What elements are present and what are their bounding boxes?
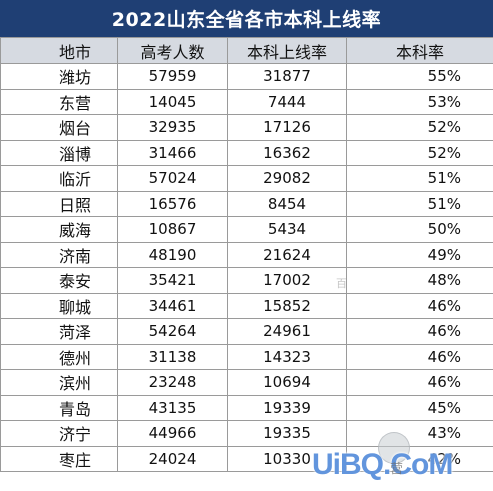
header-rate: 本科率 xyxy=(346,37,493,64)
watermark-faint-text: 百 xyxy=(336,277,347,290)
table-row: 泰安 35421 17002 48% xyxy=(0,267,493,294)
city-cell: 烟台 xyxy=(0,114,118,141)
city-cell: 威海 xyxy=(0,216,118,243)
table-row: 烟台 32935 17126 52% xyxy=(0,114,493,141)
table-row: 淄博 31466 16362 52% xyxy=(0,139,493,166)
examinees-cell: 14045 xyxy=(117,88,228,115)
rate-cell: 46% xyxy=(346,292,493,319)
city-cell: 济宁 xyxy=(0,420,118,447)
rate-cell: 42% xyxy=(346,445,493,472)
rate-cell: 51% xyxy=(346,190,493,217)
table-row: 菏泽 54264 24961 46% xyxy=(0,318,493,345)
city-cell: 东营 xyxy=(0,88,118,115)
watermark-tail-text: 营 xyxy=(390,462,404,477)
rate-cell: 52% xyxy=(346,114,493,141)
admitted-cell: 19335 xyxy=(227,420,347,447)
admitted-cell: 19339 xyxy=(227,394,347,421)
admitted-cell: 16362 xyxy=(227,139,347,166)
admitted-cell: 17126 xyxy=(227,114,347,141)
rate-cell: 46% xyxy=(346,318,493,345)
header-admitted: 本科上线率 xyxy=(227,37,347,64)
admitted-cell: 15852 xyxy=(227,292,347,319)
admitted-cell: 29082 xyxy=(227,165,347,192)
examinees-cell: 16576 xyxy=(117,190,228,217)
table-row: 枣庄 24024 10330 42% xyxy=(0,445,493,472)
watermark-logo: UiBQ.CoM xyxy=(312,448,453,481)
rate-cell: 52% xyxy=(346,139,493,166)
table-row: 济南 48190 21624 49% xyxy=(0,241,493,268)
examinees-cell: 54264 xyxy=(117,318,228,345)
examinees-cell: 23248 xyxy=(117,369,228,396)
header-city: 地市 xyxy=(0,37,118,64)
examinees-cell: 10867 xyxy=(117,216,228,243)
table-body: 潍坊 57959 31877 55% 东营 14045 7444 53% 烟台 32935 1712… xyxy=(0,63,493,472)
city-cell: 临沂 xyxy=(0,165,118,192)
city-cell: 菏泽 xyxy=(0,318,118,345)
city-cell: 泰安 xyxy=(0,267,118,294)
admitted-cell: 17002 xyxy=(227,267,347,294)
table-row: 德州 31138 14323 46% xyxy=(0,343,493,370)
table-row: 日照 16576 8454 51% xyxy=(0,190,493,217)
examinees-cell: 32935 xyxy=(117,114,228,141)
table-row: 青岛 43135 19339 45% xyxy=(0,394,493,421)
admitted-cell: 8454 xyxy=(227,190,347,217)
rate-cell: 45% xyxy=(346,394,493,421)
rate-cell: 48% xyxy=(346,267,493,294)
table-row: 潍坊 57959 31877 55% xyxy=(0,63,493,90)
rate-cell: 55% xyxy=(346,63,493,90)
table-row: 东营 14045 7444 53% xyxy=(0,88,493,115)
admitted-cell: 5434 xyxy=(227,216,347,243)
city-cell: 德州 xyxy=(0,343,118,370)
admitted-cell: 21624 xyxy=(227,241,347,268)
city-cell: 滨州 xyxy=(0,369,118,396)
rate-cell: 51% xyxy=(346,165,493,192)
city-cell: 潍坊 xyxy=(0,63,118,90)
admitted-cell: 24961 xyxy=(227,318,347,345)
admitted-cell: 10694 xyxy=(227,369,347,396)
admitted-cell: 31877 xyxy=(227,63,347,90)
header-row: 地市 高考人数 本科上线率 本科率 xyxy=(0,37,493,64)
examinees-cell: 57959 xyxy=(117,63,228,90)
examinees-cell: 35421 xyxy=(117,267,228,294)
rate-cell: 46% xyxy=(346,343,493,370)
examinees-cell: 43135 xyxy=(117,394,228,421)
examinees-cell: 24024 xyxy=(117,445,228,472)
examinees-cell: 34461 xyxy=(117,292,228,319)
examinees-cell: 31466 xyxy=(117,139,228,166)
table-row: 威海 10867 5434 50% xyxy=(0,216,493,243)
table-title: 2022山东全省各市本科上线率 xyxy=(0,0,493,37)
admitted-cell: 7444 xyxy=(227,88,347,115)
watermark-stamp-icon xyxy=(378,432,410,464)
examinees-cell: 31138 xyxy=(117,343,228,370)
rate-cell: 43% xyxy=(346,420,493,447)
city-cell: 青岛 xyxy=(0,394,118,421)
examinees-cell: 44966 xyxy=(117,420,228,447)
admitted-cell: 10330 xyxy=(227,445,347,472)
rate-cell: 46% xyxy=(346,369,493,396)
table-row: 济宁 44966 19335 43% xyxy=(0,420,493,447)
header-examinees: 高考人数 xyxy=(117,37,228,64)
table-row: 聊城 34461 15852 46% xyxy=(0,292,493,319)
examinees-cell: 48190 xyxy=(117,241,228,268)
city-cell: 聊城 xyxy=(0,292,118,319)
admitted-cell: 14323 xyxy=(227,343,347,370)
rate-cell: 53% xyxy=(346,88,493,115)
city-cell: 济南 xyxy=(0,241,118,268)
table-row: 临沂 57024 29082 51% xyxy=(0,165,493,192)
city-cell: 日照 xyxy=(0,190,118,217)
rate-cell: 49% xyxy=(346,241,493,268)
city-cell: 淄博 xyxy=(0,139,118,166)
examinees-cell: 57024 xyxy=(117,165,228,192)
table-row: 滨州 23248 10694 46% xyxy=(0,369,493,396)
city-cell: 枣庄 xyxy=(0,445,118,472)
rate-cell: 50% xyxy=(346,216,493,243)
admission-rate-table: 地市 高考人数 本科上线率 本科率 潍坊 57959 31877 55% 东营 14045… xyxy=(0,37,493,472)
